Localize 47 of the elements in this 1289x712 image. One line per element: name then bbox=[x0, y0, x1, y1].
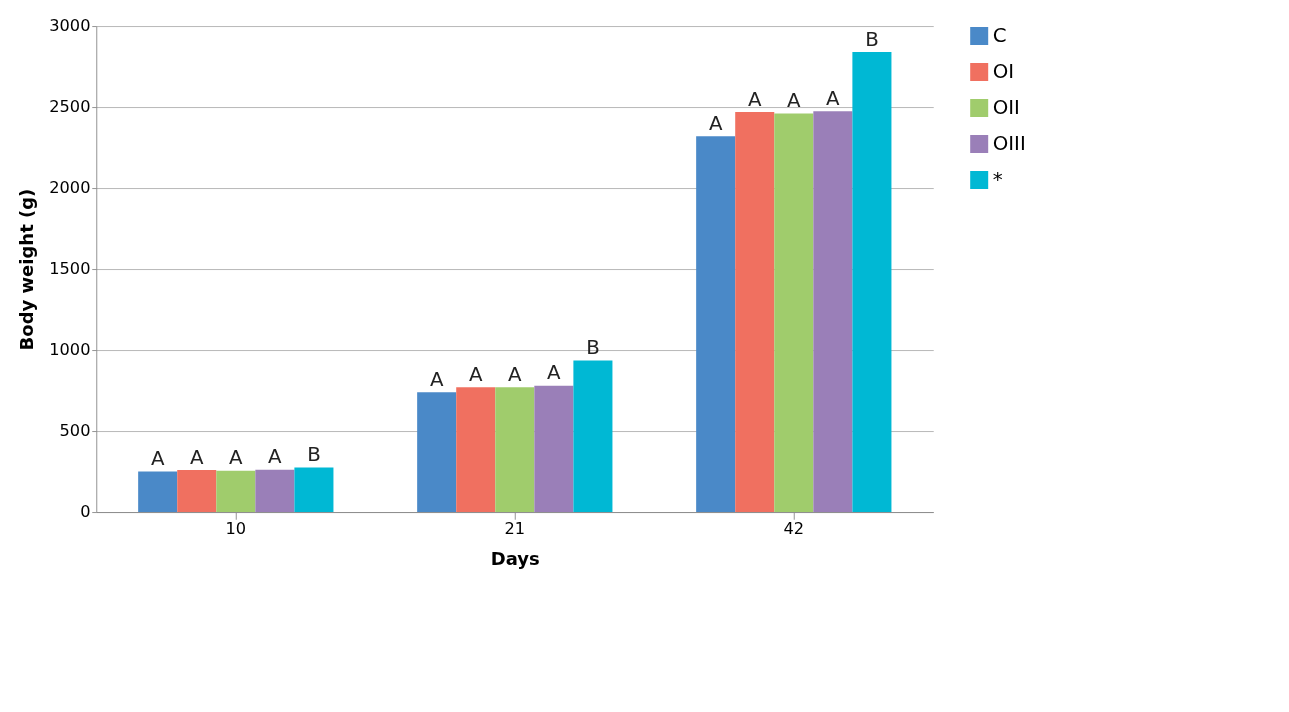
bar bbox=[735, 111, 775, 513]
y-tick-label: 500 bbox=[59, 421, 91, 441]
bar bbox=[138, 471, 178, 513]
data-label: A bbox=[787, 89, 802, 113]
bar bbox=[417, 392, 457, 513]
bar bbox=[495, 387, 535, 513]
bar bbox=[294, 467, 334, 513]
y-tick-label: 2000 bbox=[49, 178, 91, 198]
y-tick-label: 3000 bbox=[49, 16, 91, 36]
y-tick-label: 1500 bbox=[49, 259, 91, 279]
y-tick-label: 1000 bbox=[49, 340, 91, 360]
y-tick-label: 0 bbox=[80, 502, 91, 522]
bar bbox=[534, 385, 574, 513]
data-label: A bbox=[508, 363, 523, 387]
data-label: B bbox=[586, 336, 600, 360]
data-label: A bbox=[826, 86, 841, 110]
legend-label: OIII bbox=[992, 132, 1026, 156]
legend-label: C bbox=[992, 24, 1007, 48]
bar bbox=[813, 111, 853, 513]
bar bbox=[216, 470, 256, 513]
data-label: A bbox=[189, 445, 204, 469]
bar bbox=[177, 469, 217, 513]
x-axis-title: Days bbox=[490, 547, 540, 569]
bar bbox=[696, 136, 736, 513]
x-tick-label: 42 bbox=[783, 519, 805, 539]
data-label: B bbox=[865, 27, 879, 51]
legend-label: OII bbox=[992, 96, 1020, 120]
data-label: A bbox=[708, 111, 723, 135]
data-label: A bbox=[429, 367, 444, 391]
bar bbox=[456, 387, 496, 513]
x-tick-label: 21 bbox=[504, 519, 526, 539]
data-label: B bbox=[307, 443, 321, 467]
data-label: A bbox=[229, 446, 244, 470]
bar bbox=[255, 469, 295, 513]
y-tick-label: 2500 bbox=[49, 97, 91, 117]
x-tick-label: 10 bbox=[225, 519, 247, 539]
bar bbox=[774, 113, 814, 513]
data-label: A bbox=[150, 447, 165, 471]
data-label: A bbox=[547, 361, 562, 385]
y-axis-title: Body weight (g) bbox=[16, 188, 38, 351]
legend-label: OI bbox=[992, 60, 1015, 84]
data-label: A bbox=[747, 87, 762, 111]
bar bbox=[573, 360, 613, 513]
bar bbox=[852, 52, 892, 513]
data-label: A bbox=[468, 363, 483, 387]
legend-label: * bbox=[992, 168, 1003, 192]
data-label: A bbox=[268, 445, 283, 469]
